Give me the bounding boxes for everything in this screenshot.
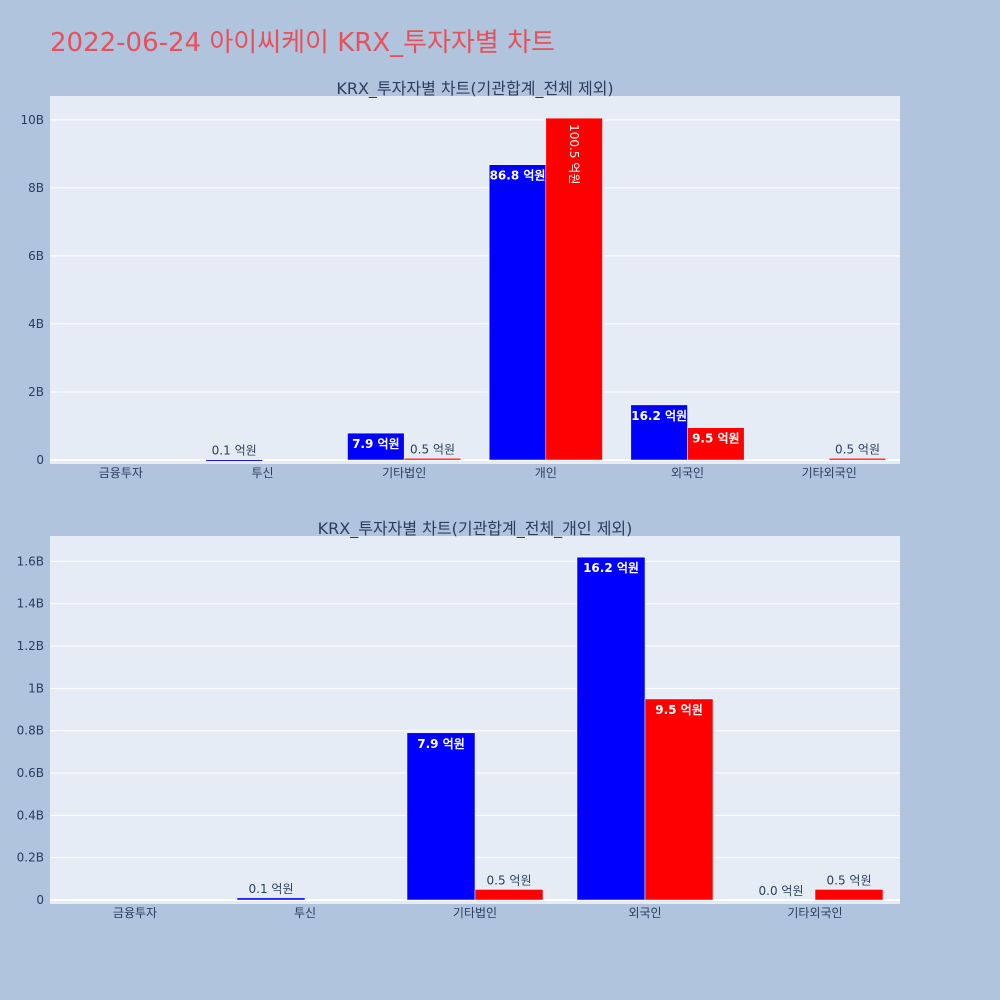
x-tick-label: 금융투자	[113, 906, 157, 920]
data-label: 0.0 억원	[759, 884, 804, 898]
data-label: 9.5 억원	[655, 703, 703, 717]
data-label: 16.2 억원	[631, 409, 687, 423]
plot-area	[50, 96, 900, 464]
page-title: 2022-06-24 아이씨케이 KRX_투자자별 차트	[50, 28, 555, 58]
bar	[347, 432, 405, 461]
bar	[474, 889, 544, 901]
y-tick-label: 6B	[28, 249, 44, 263]
x-tick-label: 기타법인	[382, 466, 426, 480]
x-tick-label: 외국인	[628, 906, 661, 920]
x-tick-label: 기타외국인	[802, 466, 857, 480]
data-label: 86.8 억원	[490, 169, 546, 183]
data-label: 9.5 억원	[692, 432, 740, 446]
bar	[828, 458, 887, 461]
x-tick-label: 투신	[251, 466, 273, 480]
x-tick-label: 외국인	[671, 466, 704, 480]
y-tick-label: 0.2B	[17, 851, 44, 865]
x-tick-label: 금융투자	[99, 466, 143, 480]
x-tick-label: 기타외국인	[787, 906, 842, 920]
data-label: 100.5 억원	[567, 124, 581, 184]
chart-1: 0 2B 4B 6B 8B 10B KRX_투자자별 차트(기관합계_전체 제외) 금융투자 투…	[20, 79, 900, 480]
data-label: 0.1 억원	[212, 444, 257, 458]
data-label: 0.5 억원	[410, 442, 455, 456]
chart-title: KRX_투자자별 차트(기관합계_전체 제외)	[336, 79, 613, 99]
bar	[814, 889, 884, 901]
x-tick-label: 기타법인	[453, 906, 497, 920]
y-tick-label: 0	[36, 453, 44, 467]
y-tick-label: 1B	[28, 681, 44, 695]
data-label: 0.1 억원	[249, 882, 294, 896]
y-tick-label: 2B	[28, 385, 44, 399]
bar	[406, 732, 476, 901]
bar	[205, 459, 263, 462]
y-tick-label: 1.6B	[17, 554, 44, 568]
data-label: 7.9 억원	[417, 737, 465, 751]
bar	[630, 404, 688, 461]
data-label: 0.5 억원	[487, 873, 532, 887]
data-label: 16.2 억원	[583, 561, 639, 575]
bar	[576, 556, 646, 901]
y-tick-label: 4B	[28, 317, 44, 331]
y-tick-label: 0	[36, 893, 44, 907]
bar	[545, 117, 603, 461]
chart-title: KRX_투자자별 차트(기관합계_전체_개인 제외)	[318, 519, 633, 539]
bar	[236, 897, 306, 901]
data-label: 0.5 억원	[827, 873, 872, 887]
bar	[644, 698, 714, 901]
bar	[403, 458, 462, 461]
x-tick-label: 개인	[535, 466, 557, 480]
y-tick-label: 8B	[28, 181, 44, 195]
x-tick-label: 투신	[294, 906, 316, 920]
y-tick-label: 10B	[20, 113, 44, 127]
y-tick-label: 1.2B	[17, 639, 44, 653]
bar	[488, 164, 547, 461]
y-tick-label: 0.6B	[17, 766, 44, 780]
chart-2: 0 0.2B 0.4B 0.6B 0.8B 1B 1.2B 1.4B 1.6B KRX_투자자별 …	[17, 519, 900, 920]
data-label: 7.9 억원	[352, 437, 400, 451]
y-tick-label: 0.4B	[17, 808, 44, 822]
y-tick-label: 1.4B	[17, 597, 44, 611]
y-tick-label: 0.8B	[17, 724, 44, 738]
data-label: 0.5 억원	[835, 442, 880, 456]
bar	[687, 427, 745, 461]
